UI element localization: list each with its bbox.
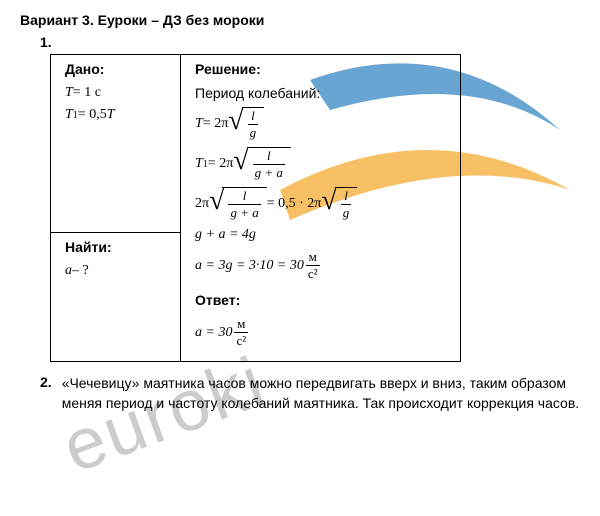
answer-label: Ответ: <box>195 292 446 308</box>
given-label: Дано: <box>65 61 166 77</box>
formula-3: 2π √ lg + a = 0,5 · 2π √ lg <box>195 187 446 221</box>
solution-label: Решение: <box>195 61 446 77</box>
formula-4: g + a = 4g <box>195 227 446 243</box>
page-title: Вариант 3. Еуроки – ДЗ без мороки <box>20 12 580 28</box>
given-line2: T1 = 0,5T <box>65 107 166 123</box>
task2-number: 2. <box>40 374 52 413</box>
task2: 2. «Чечевицу» маятника часов можно перед… <box>40 374 580 413</box>
find-var: a – ? <box>65 263 166 279</box>
given-line1: T = 1 c <box>65 85 166 101</box>
solution-table: Дано: T = 1 c T1 = 0,5T Решение: Период … <box>50 54 461 362</box>
answer-value: a = 30 мс² <box>195 316 446 349</box>
solution-cell: Решение: Период колебаний: T = 2π √ lg T… <box>181 55 461 362</box>
period-label: Период колебаний: <box>195 85 446 101</box>
formula-2: T1 = 2π √ lg + a <box>195 147 446 181</box>
task2-text: «Чечевицу» маятника часов можно передвиг… <box>62 374 580 413</box>
task1-number: 1. <box>40 34 580 50</box>
find-cell: Найти: a – ? <box>51 232 181 361</box>
given-cell: Дано: T = 1 c T1 = 0,5T <box>51 55 181 233</box>
find-label: Найти: <box>65 239 166 255</box>
formula-5: a = 3g = 3·10 = 30 мс² <box>195 249 446 282</box>
formula-1: T = 2π √ lg <box>195 107 446 141</box>
